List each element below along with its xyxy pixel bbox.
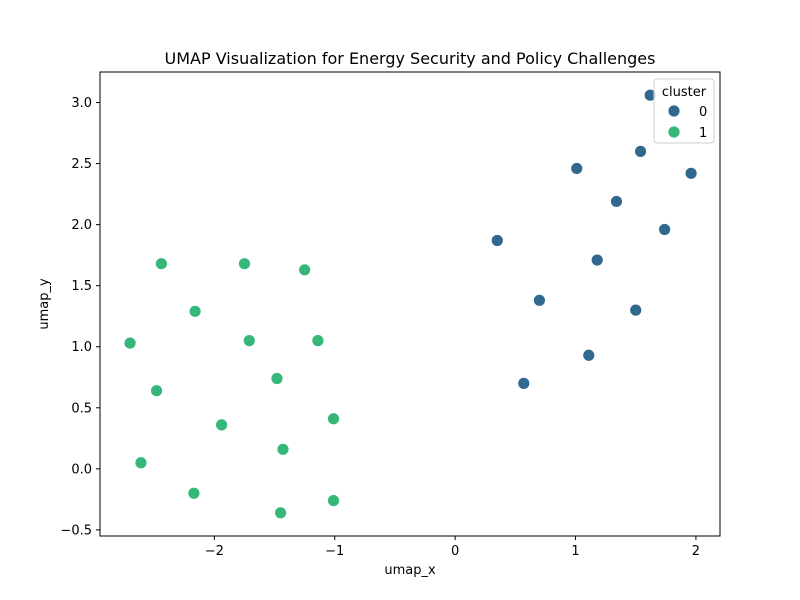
- y-tick-label: −0.5: [60, 523, 92, 538]
- scatter-point-cluster-1: [134, 456, 148, 470]
- scatter-point-cluster-1: [327, 412, 340, 426]
- scatter-point-cluster-1: [238, 257, 251, 271]
- x-tick-label: 0: [451, 544, 459, 559]
- y-axis: −0.5 0.0 0.5 1.0 1.5 2.0 2.5 3.0: [60, 96, 100, 538]
- legend-marker-cluster-0: [667, 104, 681, 118]
- y-tick-label: 3.0: [71, 96, 92, 111]
- y-axis-label: umap_y: [37, 278, 52, 330]
- scatter-point-cluster-1: [311, 334, 325, 348]
- scatter-point-cluster-1: [298, 263, 312, 277]
- x-tick-label: 1: [571, 544, 579, 559]
- plot-area-frame: [99, 71, 721, 537]
- legend: cluster 0 1: [653, 78, 715, 144]
- scatter-point-cluster-1: [274, 506, 287, 520]
- chart-title: UMAP Visualization for Energy Security a…: [165, 49, 656, 68]
- scatter-point-cluster-0: [658, 223, 672, 236]
- scatter-point-cluster-0: [590, 253, 604, 267]
- scatter-point-cluster-1: [154, 257, 168, 271]
- x-tick-label: −1: [325, 544, 344, 559]
- x-axis-label: umap_x: [384, 563, 436, 578]
- scatter-point-cluster-1: [327, 494, 340, 507]
- scatter-point-cluster-0: [634, 144, 647, 158]
- x-axis: −2 −1 0 1 2: [205, 536, 700, 559]
- scatter-point-cluster-1: [150, 384, 163, 398]
- x-tick-label: 2: [692, 544, 700, 559]
- data-points: [123, 88, 698, 520]
- y-tick-label: 2.0: [71, 218, 92, 233]
- scatter-point-cluster-0: [570, 162, 584, 175]
- y-tick-label: 0.0: [71, 462, 92, 477]
- scatter-point-cluster-1: [215, 418, 228, 432]
- legend-frame: [653, 78, 715, 144]
- legend-marker-cluster-1: [667, 125, 681, 139]
- scatter-point-cluster-0: [684, 166, 698, 180]
- legend-title: cluster: [662, 85, 707, 100]
- scatter-point-cluster-1: [270, 372, 284, 385]
- scatter-point-cluster-0: [582, 348, 596, 362]
- scatter-point-cluster-0: [517, 376, 531, 390]
- y-tick-label: 0.5: [71, 401, 92, 416]
- scatter-point-cluster-0: [629, 303, 643, 317]
- legend-label-cluster-1: 1: [699, 126, 707, 141]
- scatter-point-cluster-0: [610, 195, 623, 208]
- scatter-point-cluster-1: [123, 336, 137, 350]
- scatter-point-cluster-1: [242, 334, 256, 348]
- scatter-point-cluster-1: [276, 442, 290, 456]
- y-tick-label: 1.0: [71, 340, 92, 355]
- scatter-point-cluster-1: [187, 486, 201, 500]
- y-tick-label: 2.5: [71, 157, 92, 172]
- scatter-point-cluster-0: [533, 293, 546, 307]
- x-tick-label: −2: [205, 544, 224, 559]
- scatter-point-cluster-1: [188, 304, 202, 318]
- y-tick-label: 1.5: [71, 279, 92, 294]
- scatter-point-cluster-0: [490, 234, 504, 247]
- legend-label-cluster-0: 0: [699, 105, 707, 120]
